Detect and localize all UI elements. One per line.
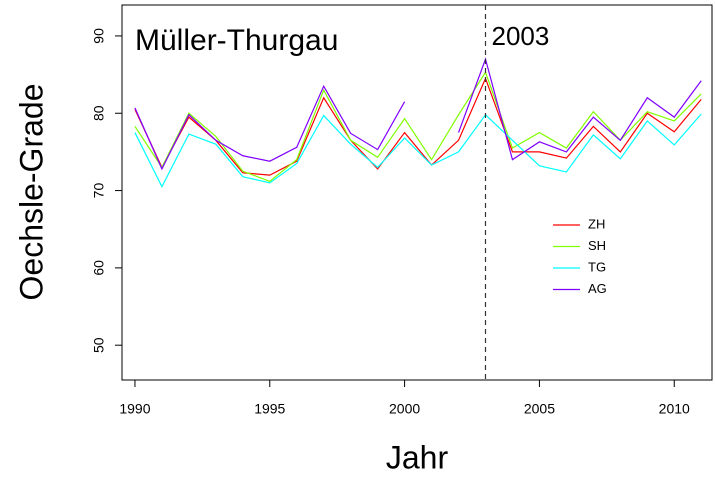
y-tick-label: 50 [91,337,107,353]
y-tick-label: 90 [91,28,107,44]
legend-label: AG [588,281,607,296]
legend-label: TG [588,259,606,274]
y-tick-label: 60 [91,260,107,276]
x-tick-label: 1995 [254,401,285,417]
x-tick-label: 2005 [524,401,555,417]
annotation-label: 2003 [491,21,549,51]
y-tick-label: 80 [91,105,107,121]
plot-box [121,4,713,381]
x-axis-title: Jahr [386,439,449,475]
y-axis-title: Oechsle-Grade [13,84,49,301]
x-tick-label: 1990 [119,401,150,417]
series-line [134,113,702,189]
x-tick-label: 2010 [659,401,690,417]
series-line [134,57,702,171]
series-line [134,70,702,182]
y-tick-label: 70 [91,183,107,199]
x-tick-label: 2000 [389,401,420,417]
legend-label: ZH [588,216,605,231]
legend-label: SH [588,238,606,253]
chart-title: Müller-Thurgau [135,24,338,57]
series-line [134,76,702,176]
